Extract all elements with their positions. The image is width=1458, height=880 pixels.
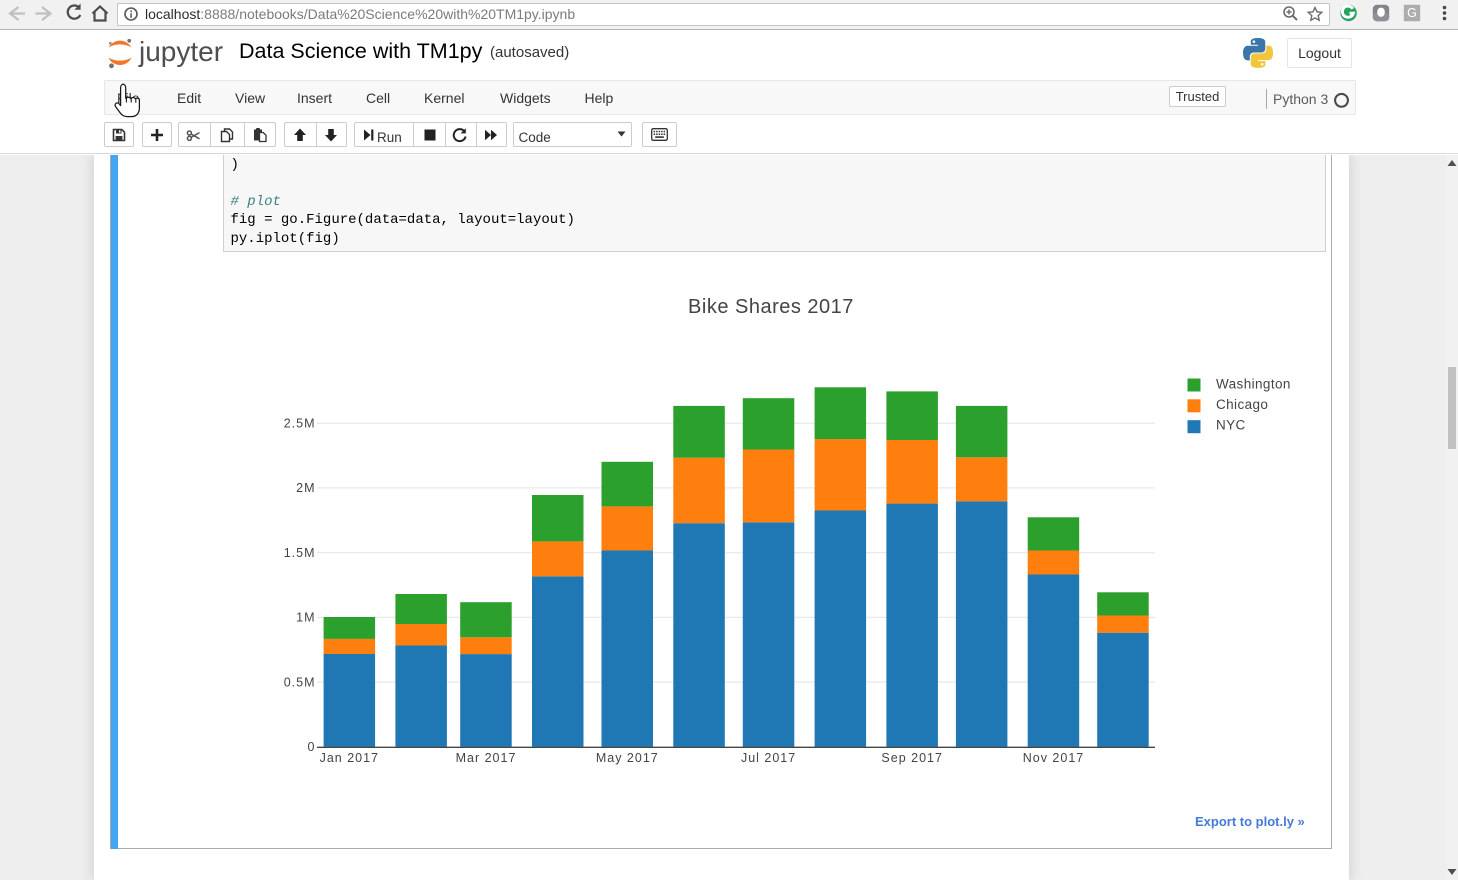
svg-text:2M: 2M xyxy=(296,481,315,495)
svg-text:Nov 2017: Nov 2017 xyxy=(1023,751,1085,765)
svg-text:Jan 2017: Jan 2017 xyxy=(320,751,379,765)
svg-text:Mar 2017: Mar 2017 xyxy=(456,751,517,765)
svg-text:2.5M: 2.5M xyxy=(284,416,316,430)
svg-text:1.5M: 1.5M xyxy=(284,546,316,560)
svg-text:G: G xyxy=(1407,6,1417,20)
svg-text:Chicago: Chicago xyxy=(1216,397,1268,412)
svg-text:NYC: NYC xyxy=(1216,418,1246,433)
svg-text:0.5M: 0.5M xyxy=(284,675,316,689)
svg-text:May 2017: May 2017 xyxy=(596,751,659,765)
svg-text:1M: 1M xyxy=(296,611,315,625)
svg-text:Bike Shares 2017: Bike Shares 2017 xyxy=(688,296,854,318)
svg-text:Washington: Washington xyxy=(1216,377,1291,392)
svg-text:Jul 2017: Jul 2017 xyxy=(741,751,796,765)
svg-text:Sep 2017: Sep 2017 xyxy=(881,751,943,765)
svg-text:0: 0 xyxy=(308,740,316,754)
